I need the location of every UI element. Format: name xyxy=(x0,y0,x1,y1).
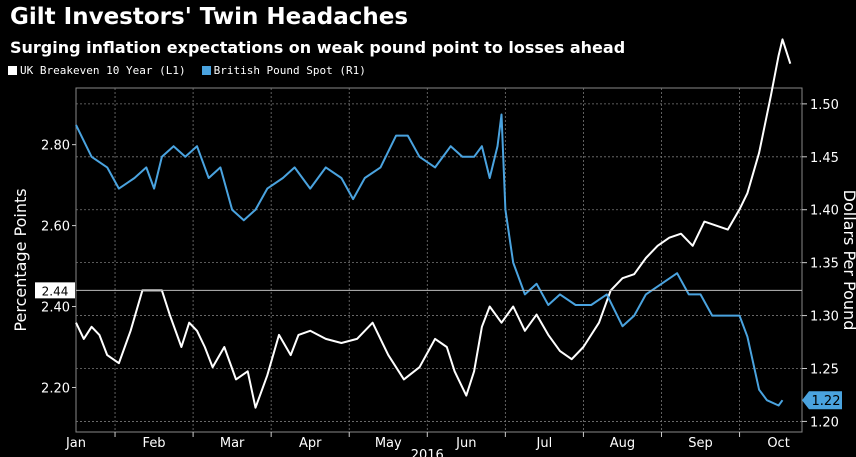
y-left-tick-label: 2.20 xyxy=(41,381,70,396)
last-value-label-left: 2.44 xyxy=(42,284,69,298)
x-tick-label: Apr xyxy=(299,436,322,451)
plot-area xyxy=(75,87,803,433)
y-right-tick-label: 1.35 xyxy=(810,257,839,272)
y-right-tick-label: 1.20 xyxy=(810,415,839,430)
chart-subtitle: Surging inflation expectations on weak p… xyxy=(10,38,626,57)
last-value-label-right: 1.22 xyxy=(812,394,841,409)
legend-label: UK Breakeven 10 Year (L1) xyxy=(20,64,186,77)
x-tick-label: Jul xyxy=(536,436,553,451)
last-value-flag-right xyxy=(802,391,842,410)
y-left-tick-label: 2.60 xyxy=(41,220,70,235)
legend-item-pound: British Pound Spot (R1) xyxy=(201,64,366,77)
x-tick-label: Oct xyxy=(767,436,789,451)
y-right-tick-label: 1.50 xyxy=(810,98,839,113)
x-tick-label: Aug xyxy=(610,436,635,451)
y-left-tick-label: 2.40 xyxy=(41,301,70,316)
x-tick-label: Jun xyxy=(455,436,476,451)
y-right-tick-label: 1.25 xyxy=(810,362,839,377)
y-right-axis-label: Dollars Per Pound xyxy=(840,190,856,331)
x-tick-label: Jan xyxy=(65,436,86,451)
x-tick-label: Feb xyxy=(143,436,166,451)
legend-label: British Pound Spot (R1) xyxy=(213,64,366,77)
last-value-flag-left xyxy=(35,282,75,299)
x-axis-label: 2016 xyxy=(411,448,444,457)
chart-legend: UK Breakeven 10 Year (L1) British Pound … xyxy=(8,64,366,77)
x-tick-label: Mar xyxy=(220,436,245,451)
legend-swatch-blue xyxy=(201,66,211,75)
y-left-tick-label: 2.80 xyxy=(41,139,70,154)
y-right-tick-label: 1.40 xyxy=(810,204,839,219)
series-line-pound xyxy=(75,113,784,407)
y-right-tick-label: 1.45 xyxy=(810,151,839,166)
legend-item-breakeven: UK Breakeven 10 Year (L1) xyxy=(8,64,186,77)
x-tick-label: May xyxy=(375,436,402,451)
chart-title: Gilt Investors' Twin Headaches xyxy=(10,4,409,30)
legend-swatch-white xyxy=(8,66,17,75)
y-left-axis-label: Percentage Points xyxy=(11,188,30,331)
x-tick-label: Sep xyxy=(688,436,713,451)
y-right-tick-label: 1.30 xyxy=(810,310,839,325)
series-line-breakeven xyxy=(75,38,792,409)
